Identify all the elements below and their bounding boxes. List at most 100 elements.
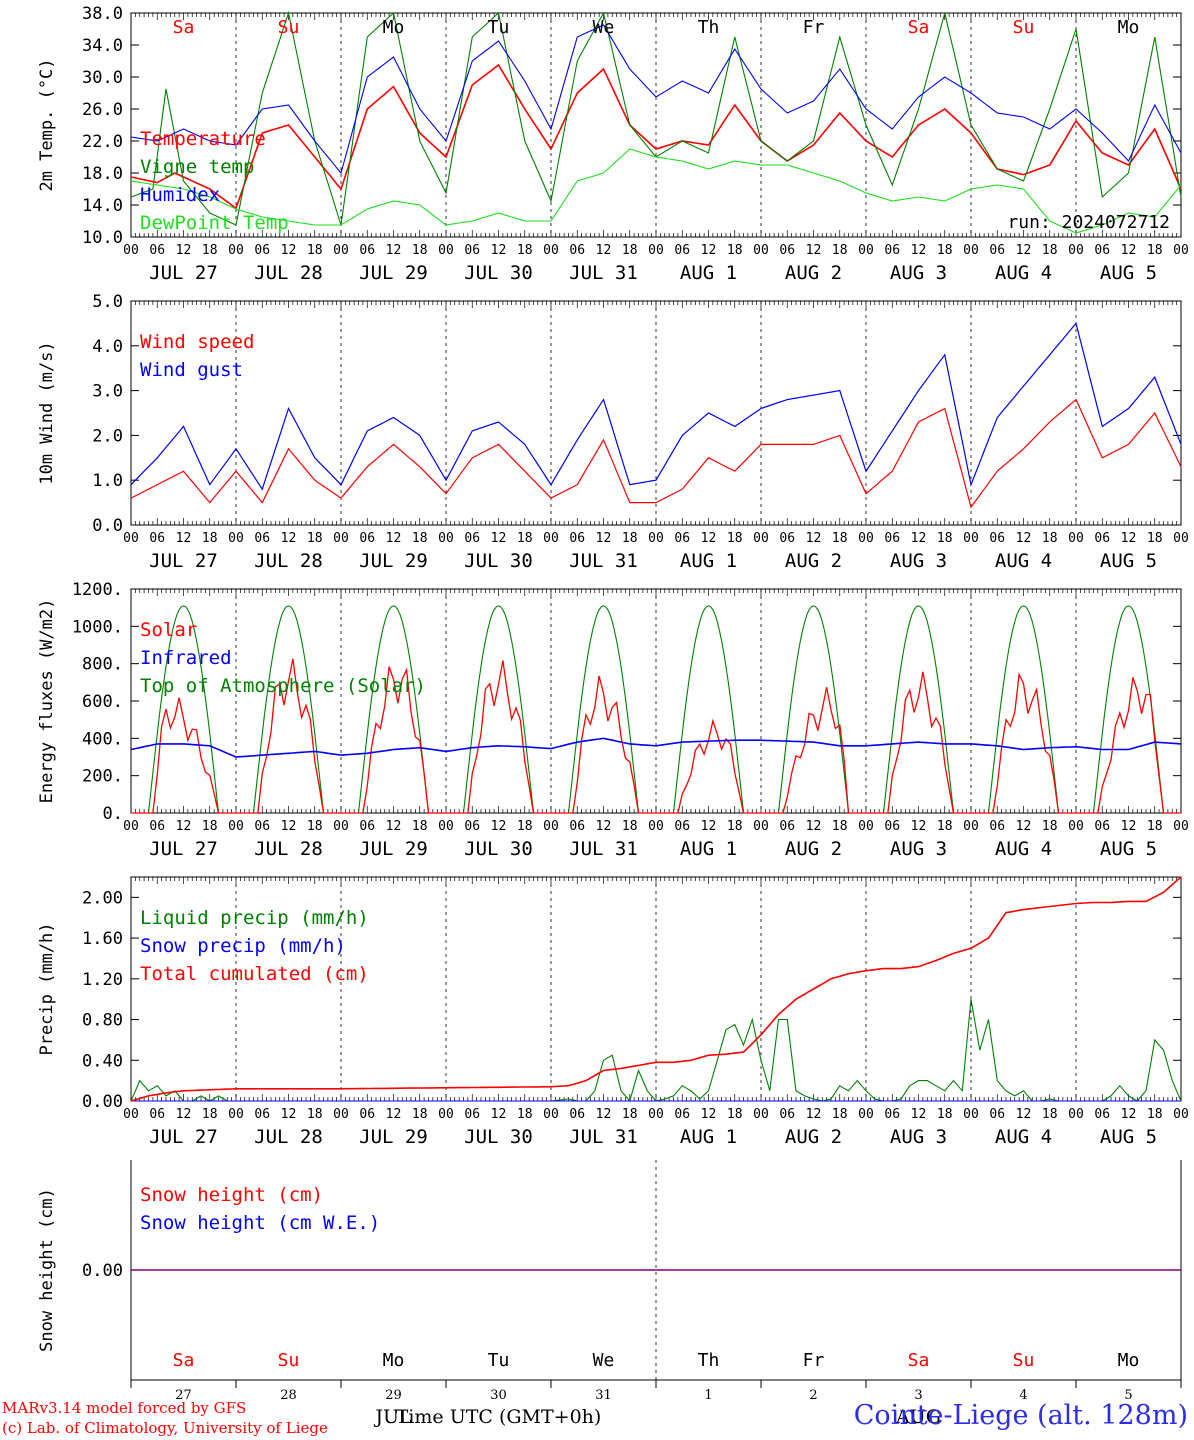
- hour-tick-label: 12: [281, 1107, 297, 1122]
- hour-tick-label: 12: [701, 531, 717, 546]
- hour-tick-label: 18: [412, 531, 428, 546]
- y-tick-label: 800.: [82, 655, 123, 675]
- hour-tick-label: 12: [386, 243, 402, 258]
- legend-entry: Wind gust: [140, 359, 243, 381]
- date-label: AUG 2: [785, 550, 842, 572]
- hour-tick-label: 12: [806, 531, 822, 546]
- day-of-week-label: Mo: [383, 1350, 405, 1371]
- hour-tick-label: 12: [176, 819, 192, 834]
- hour-tick-label: 12: [806, 819, 822, 834]
- hour-tick-label: 12: [1016, 243, 1032, 258]
- hour-tick-label: 18: [622, 243, 638, 258]
- panel-snow: 0.00 Snow height (cm) Snow height (cm) Snow…: [37, 1160, 1182, 1428]
- hour-tick-label: 06: [359, 1107, 375, 1122]
- hour-tick-label: 18: [1147, 243, 1163, 258]
- hour-tick-label: 06: [254, 819, 270, 834]
- hour-tick-label: 00: [858, 819, 874, 834]
- hour-tick-label: 12: [491, 243, 507, 258]
- hour-tick-label: 12: [911, 1107, 927, 1122]
- hour-tick-label: 00: [858, 243, 874, 258]
- hour-tick-label: 06: [569, 1107, 585, 1122]
- month-label: AUG: [895, 1406, 941, 1428]
- hour-tick-label: 06: [149, 531, 165, 546]
- date-label: JUL 31: [569, 838, 638, 860]
- day-of-week-label: Tu: [488, 17, 510, 38]
- hour-tick-label: 00: [963, 243, 979, 258]
- hour-tick-label: 12: [701, 819, 717, 834]
- hour-tick-label: 12: [281, 819, 297, 834]
- hour-tick-label: 00: [438, 531, 454, 546]
- hour-tick-label: 12: [491, 819, 507, 834]
- hour-tick-label: 12: [1121, 1107, 1137, 1122]
- hour-tick-label: 00: [438, 1107, 454, 1122]
- legend-entry: Total cumulated (cm): [140, 963, 369, 985]
- hour-tick-label: 06: [254, 243, 270, 258]
- y-tick-label: 600.: [82, 692, 123, 712]
- station-name: Cointe-Liege (alt. 128m): [853, 1400, 1188, 1431]
- hour-tick-label: 00: [123, 531, 139, 546]
- day-number-label: 4: [1019, 1388, 1027, 1403]
- day-of-week-label: Tu: [488, 1350, 510, 1371]
- hour-tick-label: 12: [281, 243, 297, 258]
- hour-tick-label: 18: [517, 243, 533, 258]
- hour-tick-label: 06: [254, 531, 270, 546]
- day-of-week-label: Mo: [383, 17, 405, 38]
- hour-tick-label: 00: [333, 243, 349, 258]
- date-label: AUG 3: [890, 1126, 947, 1148]
- hour-tick-label: 18: [307, 819, 323, 834]
- hour-tick-label: 18: [622, 1107, 638, 1122]
- hour-tick-label: 18: [517, 1107, 533, 1122]
- hour-tick-label: 00: [648, 1107, 664, 1122]
- hour-tick-label: 06: [779, 531, 795, 546]
- hour-tick-label: 18: [307, 243, 323, 258]
- date-label: AUG 4: [995, 1126, 1052, 1148]
- hour-tick-label: 06: [359, 531, 375, 546]
- y-axis-label: 2m Temp. (°C): [37, 58, 57, 191]
- y-tick-label: 0.00: [82, 1261, 123, 1281]
- date-label: AUG 1: [680, 838, 737, 860]
- hour-tick-label: 00: [1068, 1107, 1084, 1122]
- hour-tick-label: 06: [884, 1107, 900, 1122]
- hour-tick-label: 12: [596, 531, 612, 546]
- y-tick-label: 0.40: [82, 1051, 123, 1071]
- hour-tick-label: 06: [884, 531, 900, 546]
- hour-tick-label: 06: [674, 1107, 690, 1122]
- y-tick-label: 1.0: [92, 471, 123, 491]
- hour-tick-label: 06: [149, 1107, 165, 1122]
- day-number-label: 30: [490, 1388, 507, 1403]
- date-label: AUG 3: [890, 550, 947, 572]
- y-axis-label: Snow height (cm): [37, 1188, 57, 1352]
- date-label: JUL 28: [254, 838, 323, 860]
- hour-tick-label: 00: [123, 1107, 139, 1122]
- date-label: JUL 27: [149, 262, 218, 284]
- day-of-week-label: Mo: [1118, 1350, 1140, 1371]
- date-label: AUG 4: [995, 838, 1052, 860]
- panel-energy: 00 06 12 18 00 06 12 18 00 06 12 18 00 06 12 18 00 06 12 18…: [37, 580, 1189, 860]
- y-tick-label: 5.0: [92, 292, 123, 312]
- hour-tick-label: 18: [307, 531, 323, 546]
- hour-tick-label: 18: [832, 531, 848, 546]
- hour-tick-label: 18: [937, 531, 953, 546]
- hour-tick-label: 18: [622, 819, 638, 834]
- hour-tick-label: 18: [202, 531, 218, 546]
- hour-tick-label: 12: [1121, 819, 1137, 834]
- hour-tick-label: 00: [228, 243, 244, 258]
- y-axis-label: Precip (mm/h): [37, 922, 57, 1055]
- hour-tick-label: 12: [386, 819, 402, 834]
- date-label: JUL 28: [254, 262, 323, 284]
- hour-tick-label: 18: [832, 1107, 848, 1122]
- date-label: JUL 27: [149, 838, 218, 860]
- hour-tick-label: 00: [753, 531, 769, 546]
- hour-tick-label: 00: [1173, 531, 1189, 546]
- legend-entry: Snow height (cm): [140, 1184, 323, 1206]
- credit-model: MARv3.14 model forced by GFS: [2, 1399, 247, 1417]
- date-label: JUL 28: [254, 1126, 323, 1148]
- y-tick-label: 1.60: [82, 929, 123, 949]
- day-of-week-label: Sa: [908, 1350, 930, 1371]
- date-label: AUG 1: [680, 1126, 737, 1148]
- hour-tick-label: 18: [832, 819, 848, 834]
- hour-tick-label: 06: [464, 819, 480, 834]
- y-tick-label: 2.00: [82, 888, 123, 908]
- hour-tick-label: 18: [517, 819, 533, 834]
